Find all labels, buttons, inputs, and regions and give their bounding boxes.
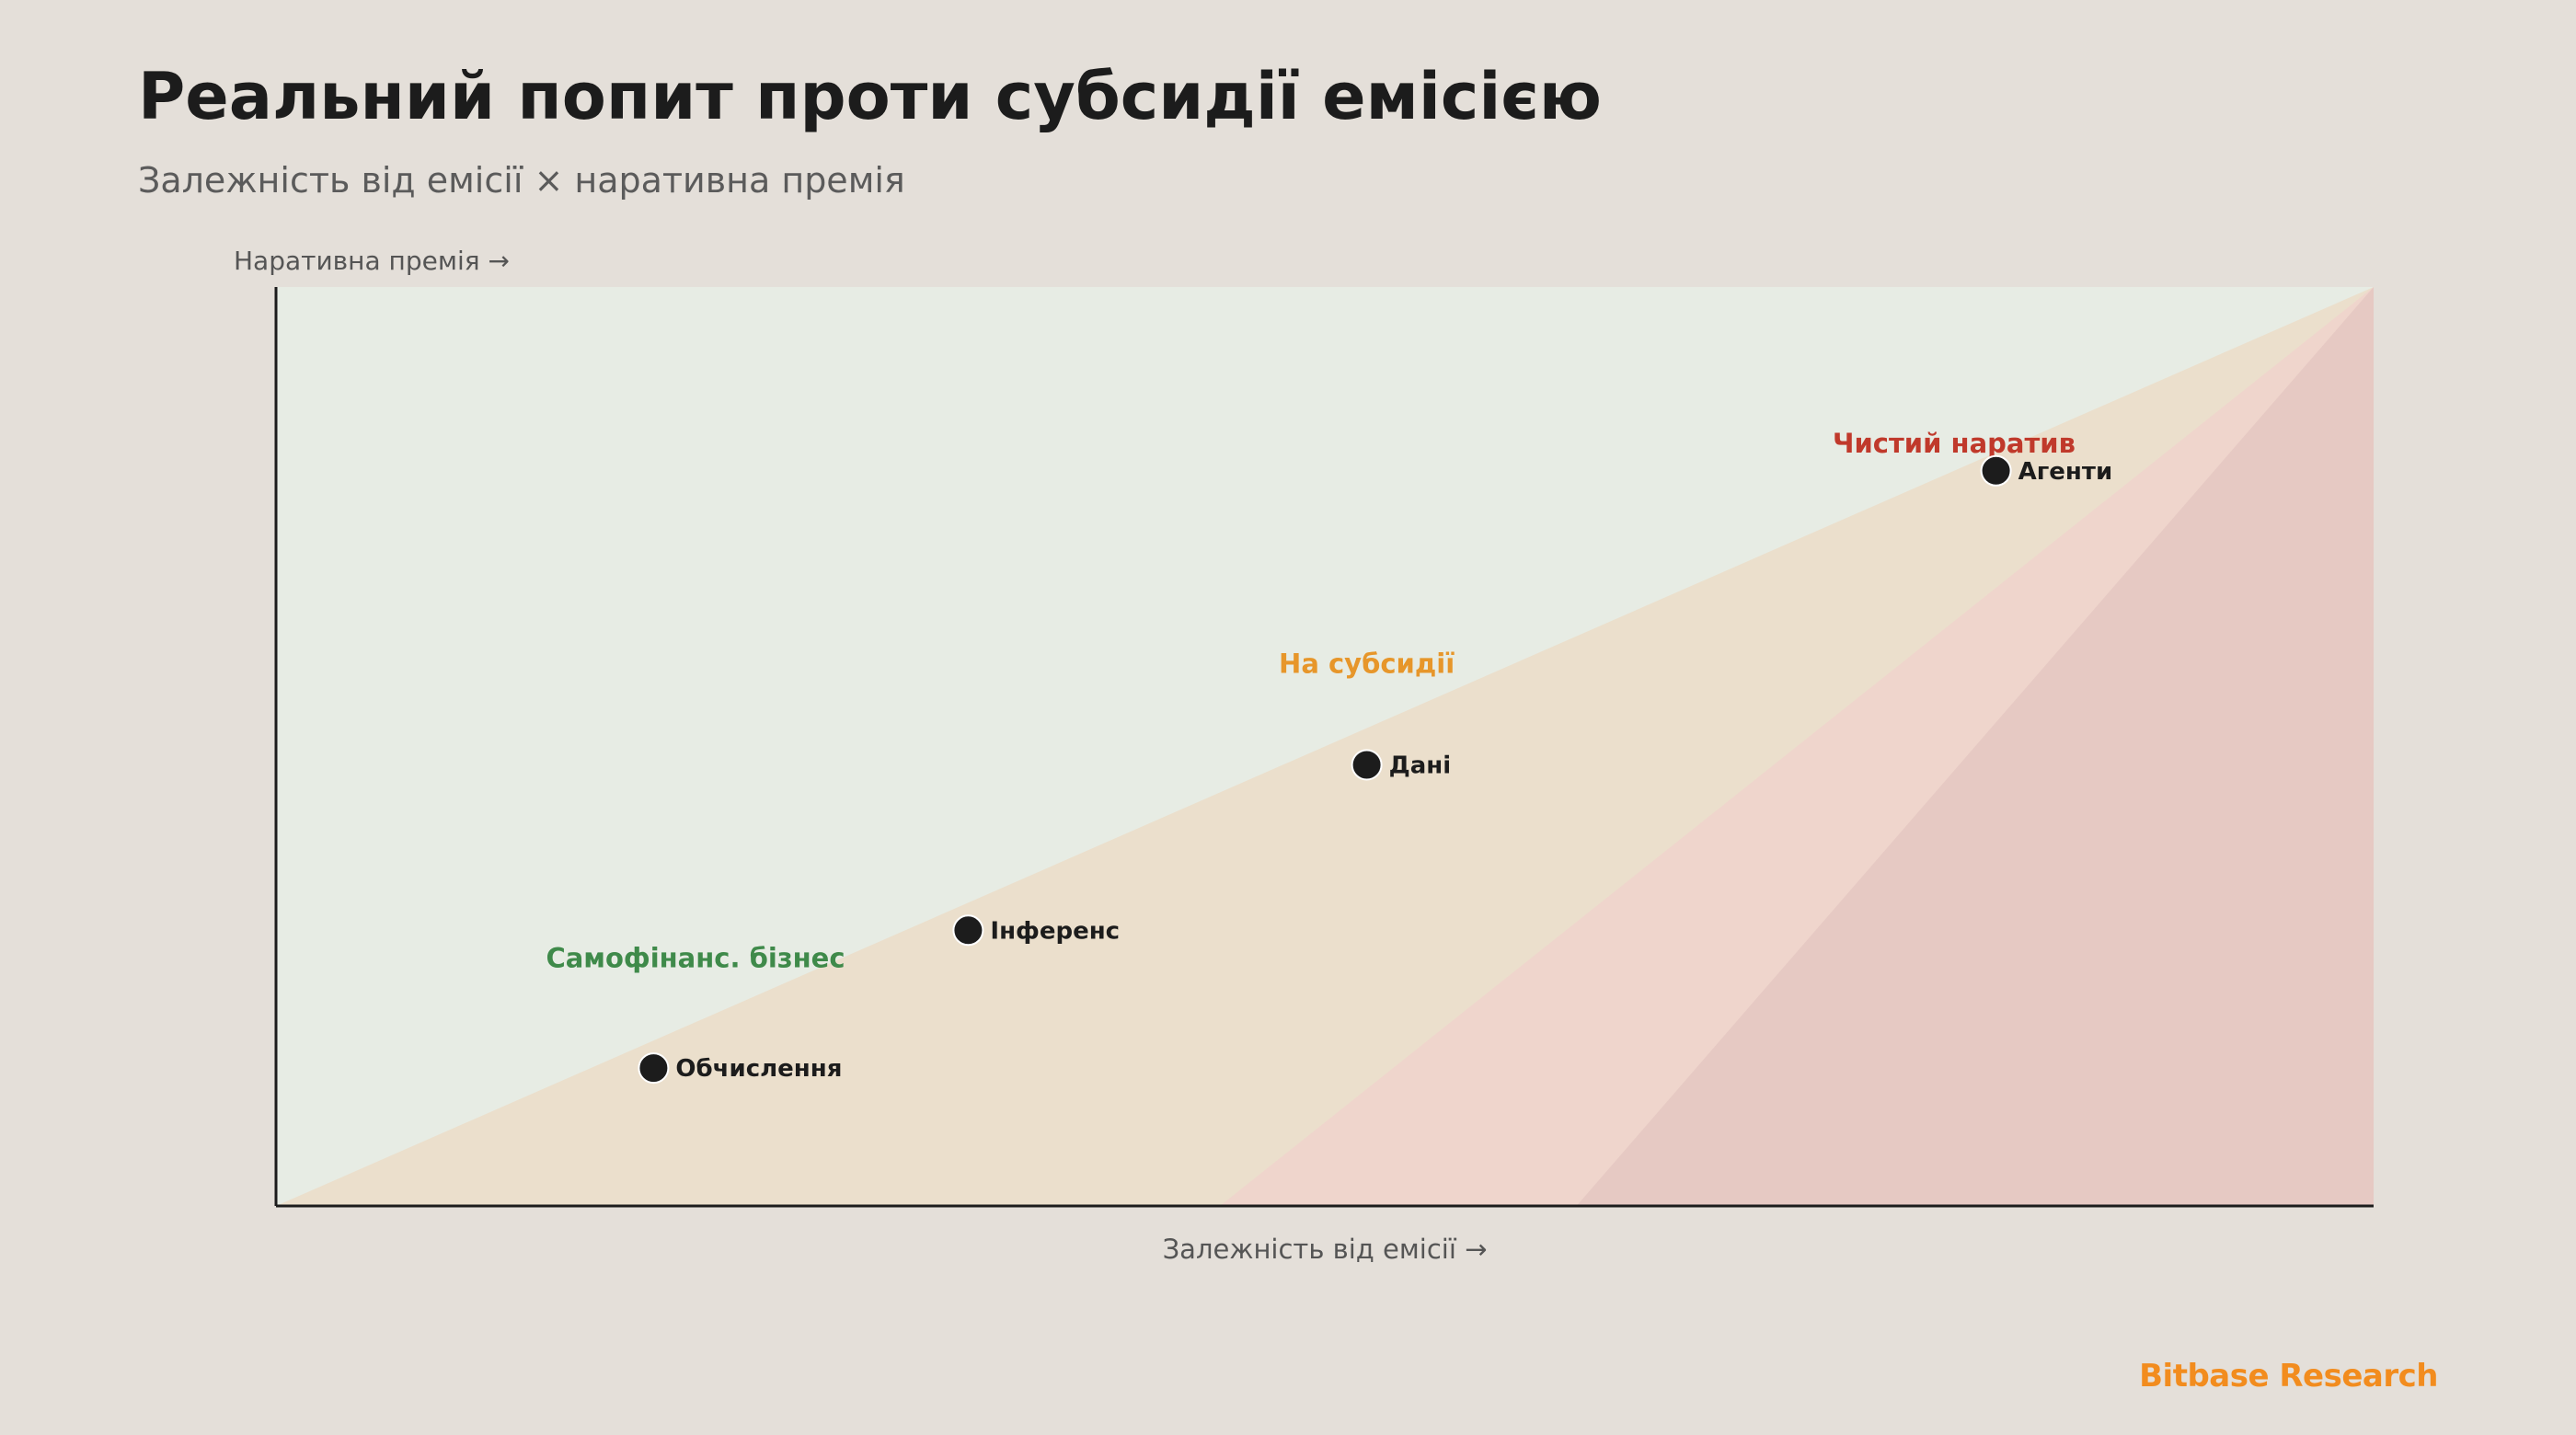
brand-logo-text: Bitbase Research [2139, 1358, 2438, 1395]
zone-label-subsidy: На субсидії [1279, 649, 1455, 680]
x-axis-label: Залежність від емісії → [1163, 1234, 1488, 1265]
zone-label-narrative: Чистий наратив [1833, 428, 2076, 459]
data-point [1980, 454, 2012, 487]
data-point-label: Обчислення [675, 1055, 842, 1083]
data-point [1351, 749, 1383, 781]
data-point-label: Дані [1389, 752, 1452, 779]
axes-layer: Наративна премія → Залежність від емісії… [234, 246, 2374, 1265]
zone-area-narrative-core [1576, 287, 2374, 1206]
data-point-label: Агенти [2018, 458, 2113, 486]
y-axis-label: Наративна премія → [234, 246, 510, 276]
chart-title: Реальний попит проти субсидії емісією [138, 59, 1602, 134]
zone-label-self-funded: Самофінанс. бізнес [546, 942, 845, 973]
data-point [638, 1052, 670, 1085]
chart-subtitle: Залежність від емісії × наративна премія [138, 160, 905, 201]
data-point-label: Інференс [990, 917, 1120, 945]
zone-layer [276, 287, 2374, 1206]
points-layer: Обчислення Інференс Дані Агенти [638, 454, 2113, 1085]
zone-labels-layer: Самофінанс. бізнес На субсидії Чистий нара… [546, 428, 2075, 973]
data-point [952, 914, 984, 947]
